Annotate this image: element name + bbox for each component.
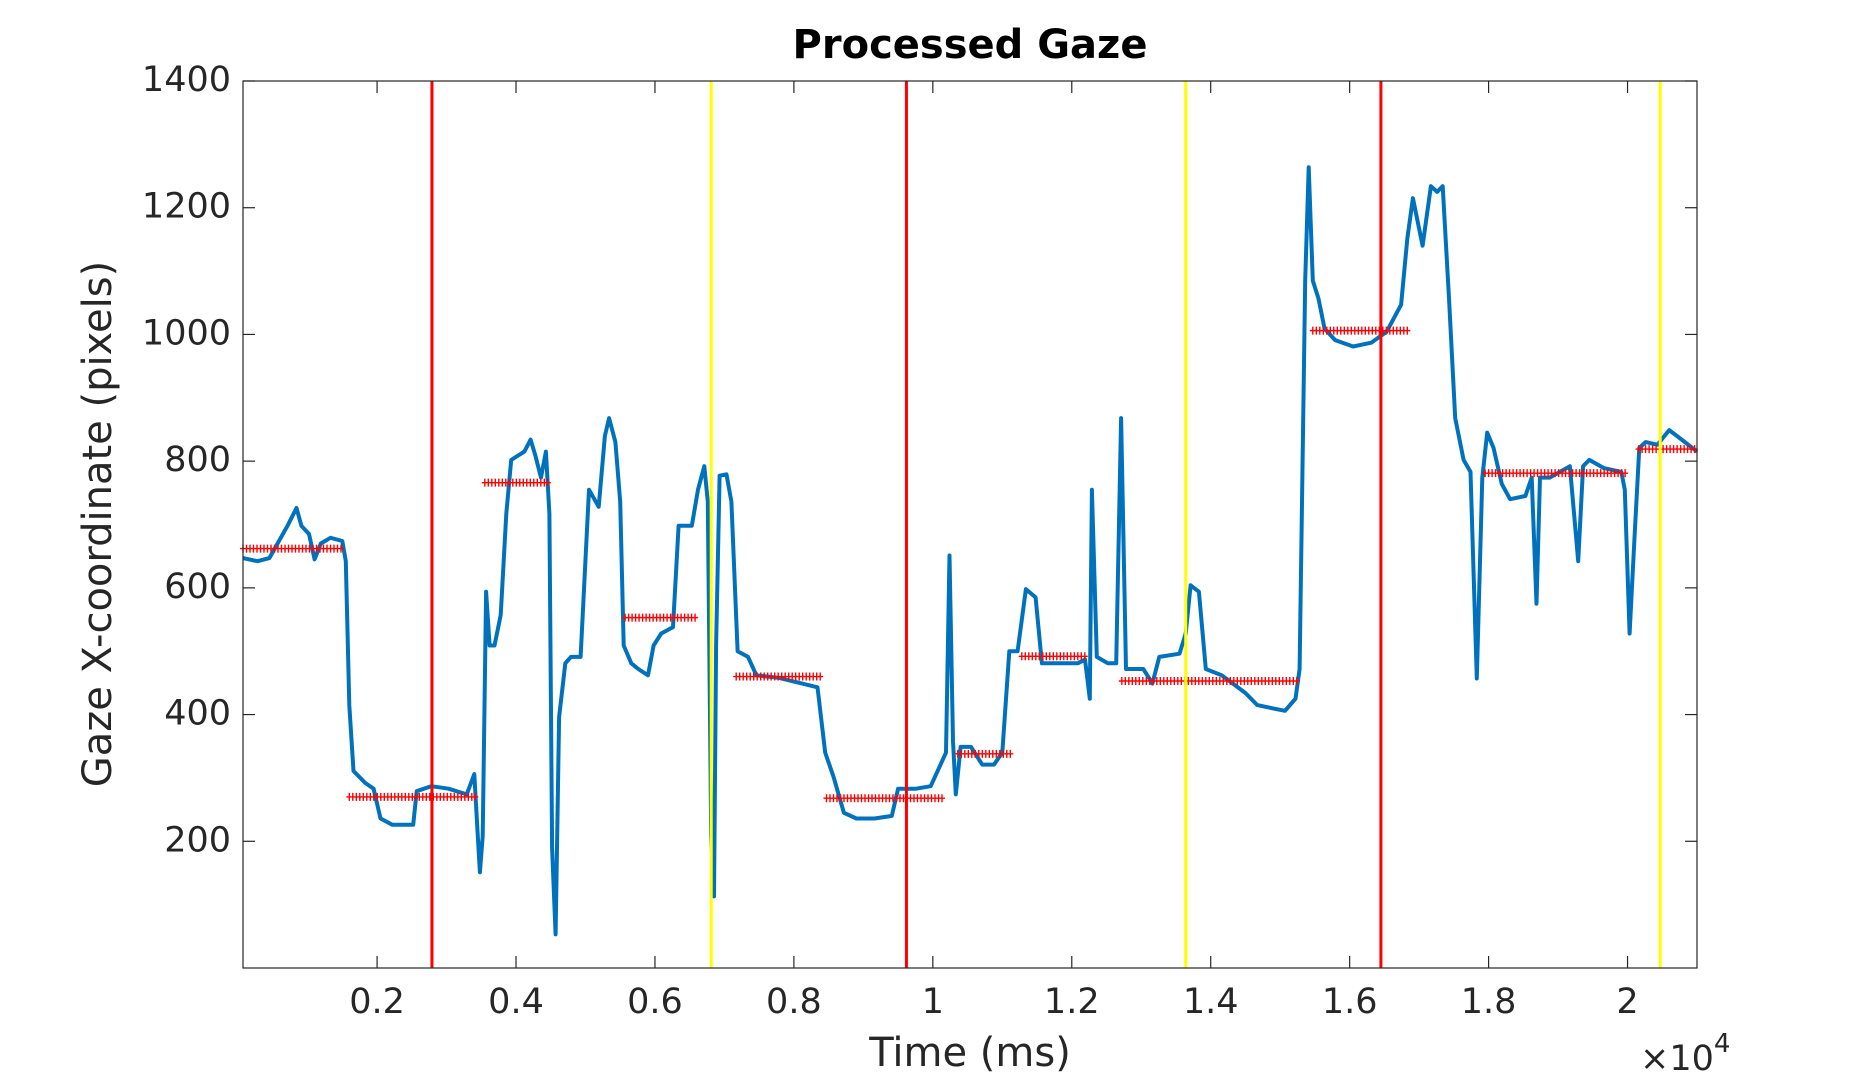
x-tick-label: 0.8 — [766, 982, 822, 1022]
multiplier-base: ×10 — [1640, 1039, 1714, 1078]
plot-frame — [242, 80, 1698, 969]
y-tick-label: 800 — [164, 440, 231, 480]
plot-area — [243, 81, 1697, 968]
fixation — [1018, 652, 1088, 661]
fixation — [1635, 445, 1698, 454]
y-tick-label: 1400 — [142, 60, 231, 100]
x-tick-label: 0.6 — [627, 982, 683, 1022]
x-tick-label: 1.8 — [1461, 982, 1517, 1022]
x-tick-label: 1.2 — [1044, 982, 1100, 1022]
x-tick-label: 0.2 — [349, 982, 405, 1022]
fixation — [622, 613, 699, 622]
fixation — [1482, 469, 1629, 478]
y-tick-label: 600 — [164, 567, 231, 607]
y-axis-label: Gaze X-coordinate (pixels) — [75, 261, 121, 787]
x-tick-label: 1.6 — [1322, 982, 1378, 1022]
y-tick-label: 200 — [164, 820, 231, 860]
y-tick-label: 400 — [164, 694, 231, 734]
y-tick-label: 1000 — [142, 313, 231, 353]
x-tick-label: 1 — [922, 982, 944, 1022]
x-tick-label: 0.4 — [488, 982, 544, 1022]
chart-title: Processed Gaze — [793, 22, 1148, 68]
x-tick-label: 2 — [1616, 982, 1638, 1022]
fixation — [823, 794, 945, 803]
fixation — [481, 478, 551, 487]
fixation — [954, 749, 1014, 758]
fixation — [346, 792, 479, 801]
x-axis-label: Time (ms) — [868, 1030, 1071, 1076]
fixation — [733, 672, 824, 681]
y-tick-label: 1200 — [142, 187, 231, 227]
fixation — [1309, 326, 1411, 335]
multiplier-exponent: 4 — [1714, 1029, 1731, 1059]
x-multiplier: ×104 — [1640, 1029, 1730, 1078]
gaze-line — [242, 165, 1699, 937]
x-tick-label: 1.4 — [1183, 982, 1239, 1022]
fixation — [1118, 676, 1300, 685]
